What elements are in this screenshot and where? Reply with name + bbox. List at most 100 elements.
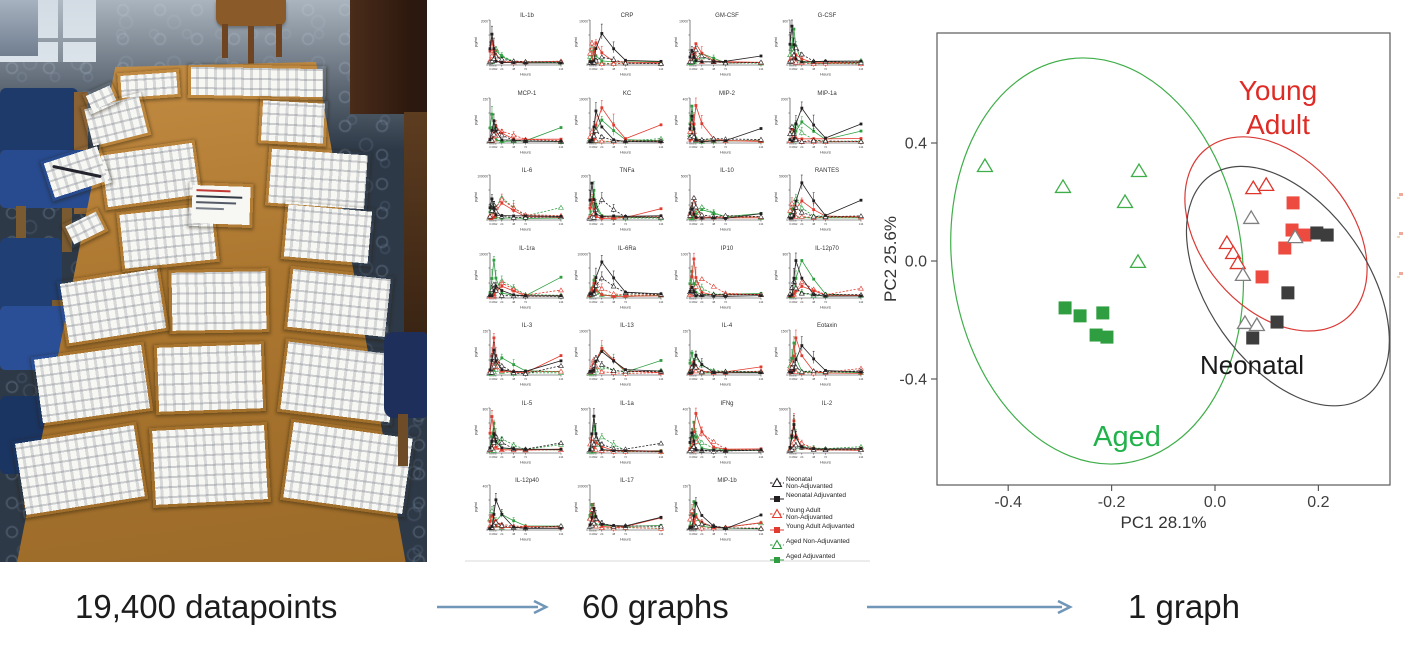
x-tick-label: 8 bbox=[793, 222, 795, 226]
x-tick-label: 24 bbox=[500, 532, 504, 536]
x-tick-label: 0 bbox=[489, 532, 491, 536]
filled-square-marker bbox=[592, 50, 596, 54]
x-tick-label: 0.2 bbox=[1307, 494, 1329, 511]
x-tick-label: 4 bbox=[591, 222, 593, 226]
filled-square-marker bbox=[659, 214, 663, 218]
filled-square-marker bbox=[524, 61, 527, 65]
filled-square-marker bbox=[690, 49, 694, 52]
open-triangle-marker bbox=[792, 441, 799, 447]
micro-chart-title: Eotaxin bbox=[817, 323, 837, 329]
x-tick-label: 8 bbox=[793, 145, 795, 149]
legend-label: Aged Non-Adjuvanted bbox=[786, 538, 850, 545]
x-tick-label: 4 bbox=[591, 455, 593, 459]
filled-square-marker bbox=[692, 514, 696, 518]
y-tick-label: 150 bbox=[683, 485, 689, 489]
filled-square-marker bbox=[494, 213, 498, 217]
x-tick-label: 12 bbox=[594, 145, 598, 149]
x-tick-label: 12 bbox=[694, 67, 698, 71]
y-axis-label: pg/ml bbox=[573, 424, 578, 434]
x-tick-label: 0 bbox=[789, 222, 791, 226]
filled-square-marker bbox=[694, 42, 698, 46]
filled-square-marker bbox=[592, 506, 596, 510]
y-tick-label: 0 bbox=[786, 141, 788, 145]
filled-square-marker bbox=[624, 524, 627, 528]
x-tick-label: 4 bbox=[691, 145, 693, 149]
open-triangle-marker bbox=[489, 207, 495, 213]
filled-square-marker bbox=[690, 512, 694, 516]
filled-square-marker bbox=[659, 139, 663, 143]
x-tick-label: 4 bbox=[691, 300, 693, 304]
filled-square-marker bbox=[700, 60, 704, 64]
data-line bbox=[489, 279, 562, 296]
wooden-cabinet bbox=[350, 0, 427, 114]
micro-chart-title: IL-13 bbox=[620, 323, 634, 329]
x-tick-label: 12 bbox=[694, 532, 698, 536]
filled-square-marker bbox=[788, 216, 792, 220]
micro-chart-title: MIP-1a bbox=[817, 91, 837, 97]
filled-square-marker bbox=[724, 371, 727, 375]
x-tick-label: 0 bbox=[789, 67, 791, 71]
open-triangle-marker bbox=[622, 368, 629, 374]
y-tick-label: 10000 bbox=[579, 330, 588, 334]
filled-square-marker bbox=[492, 47, 496, 51]
y-tick-label: 0 bbox=[686, 63, 688, 67]
x-tick-label: 144 bbox=[559, 67, 564, 71]
filled-square-marker bbox=[859, 136, 863, 140]
open-triangle-marker bbox=[689, 507, 695, 513]
legend-label: Young Adult Non-Adjuvanted bbox=[786, 507, 833, 521]
x-tick-label: 48 bbox=[612, 222, 616, 226]
open-triangle-marker bbox=[498, 522, 505, 528]
micro-chart-title: IP10 bbox=[721, 246, 734, 252]
x-tick-label: 48 bbox=[812, 455, 816, 459]
x-axis-label: Hours bbox=[820, 459, 831, 464]
filled-square-marker bbox=[692, 212, 696, 216]
micro-chart-title: IL-1ra bbox=[519, 246, 535, 252]
filled-square-marker bbox=[588, 198, 592, 202]
filled-square-marker bbox=[800, 344, 804, 347]
y-tick-label: 1000 bbox=[681, 252, 688, 256]
filled-square-marker bbox=[659, 207, 663, 211]
filled-square-marker bbox=[692, 420, 696, 424]
x-tick-label: 4 bbox=[591, 300, 593, 304]
legend-label: Neonatal Non-Adjuvanted bbox=[786, 476, 833, 490]
filled-square-marker bbox=[690, 114, 694, 118]
data-line bbox=[589, 190, 662, 218]
legend-marker-icon bbox=[770, 496, 784, 502]
x-tick-label: 24 bbox=[800, 300, 804, 304]
y-axis-label: pg/ml bbox=[573, 347, 578, 357]
x-tick-label: 144 bbox=[559, 455, 564, 459]
right-arrow-icon bbox=[437, 599, 549, 615]
filled-square-marker bbox=[859, 129, 863, 132]
filled-square-marker bbox=[724, 449, 727, 452]
filled-square-marker bbox=[694, 513, 698, 516]
x-tick-label: 48 bbox=[812, 377, 816, 381]
x-axis-label: Hours bbox=[820, 382, 831, 387]
open-triangle-marker bbox=[698, 369, 705, 375]
legend-label: Neonatal Adjuvanted bbox=[786, 492, 846, 499]
x-tick-label: 72 bbox=[524, 222, 528, 226]
filled-square-marker bbox=[692, 362, 696, 366]
y-tick-label: 0 bbox=[786, 451, 788, 455]
filled-square-marker bbox=[690, 371, 694, 375]
filled-square-marker bbox=[794, 358, 798, 362]
open-triangle-marker bbox=[692, 364, 699, 370]
filled-square-marker bbox=[494, 439, 498, 443]
y-tick-label: 50000 bbox=[779, 175, 788, 179]
x-tick-label: 72 bbox=[724, 145, 728, 149]
open-triangle-marker bbox=[591, 214, 597, 220]
filled-square-marker bbox=[792, 292, 796, 296]
micro-chart-title: IL-2 bbox=[822, 401, 833, 407]
legend-marker-icon bbox=[770, 477, 784, 488]
micro-chart-title: IL-6 bbox=[522, 168, 533, 174]
group-label: Adult bbox=[1246, 109, 1310, 140]
filled-square-marker bbox=[488, 206, 492, 210]
micro-chart-title: IL-6Ra bbox=[618, 246, 637, 252]
open-triangle-marker bbox=[710, 438, 717, 444]
x-tick-label: 0 bbox=[689, 300, 691, 304]
filled-square-marker bbox=[594, 359, 598, 363]
x-tick-label: 8 bbox=[593, 300, 595, 304]
filled-square-marker bbox=[612, 359, 616, 363]
filled-square-marker bbox=[559, 61, 563, 65]
